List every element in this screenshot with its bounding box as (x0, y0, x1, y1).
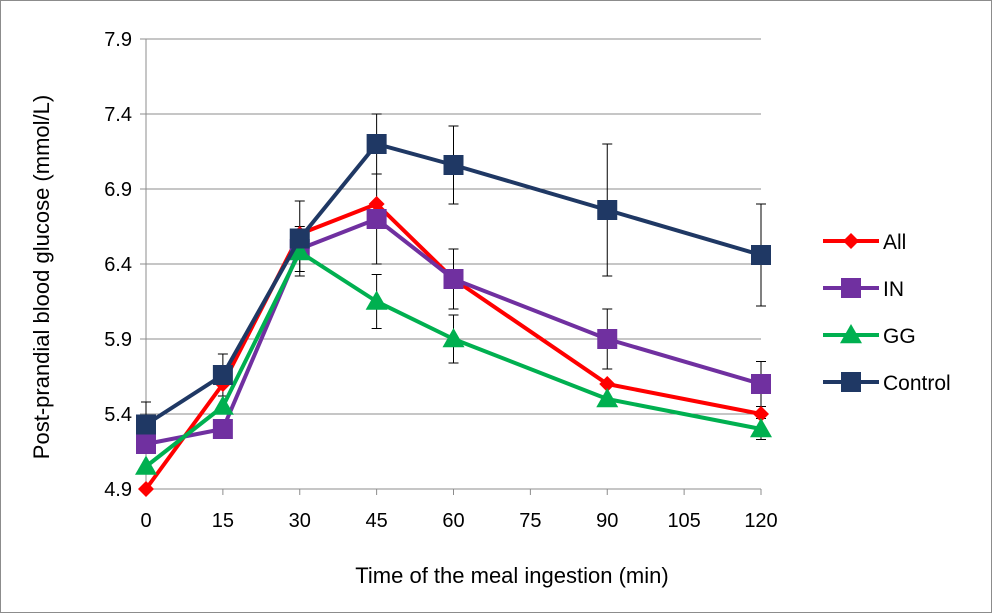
data-point-gg (135, 455, 157, 475)
data-point-gg (750, 418, 772, 438)
y-tick-label: 7.9 (104, 29, 132, 51)
y-tick-label: 5.4 (104, 404, 132, 426)
x-tick-label: 60 (442, 510, 464, 532)
legend-marker-gg (840, 324, 862, 344)
data-point-control (136, 414, 156, 435)
series-lines (135, 134, 772, 497)
x-tick-label: 75 (519, 510, 541, 532)
x-tick-label: 105 (667, 510, 700, 532)
x-tick-label: 15 (212, 510, 234, 532)
x-tick-label: 120 (744, 510, 777, 532)
data-point-all (753, 406, 769, 422)
y-tick-label: 6.4 (104, 254, 132, 276)
x-tick-label: 90 (596, 510, 618, 532)
data-point-gg (365, 290, 388, 310)
y-tick-label: 4.9 (104, 479, 132, 501)
data-point-all (138, 481, 154, 497)
y-tick-label: 7.4 (104, 104, 132, 126)
data-point-in (751, 374, 771, 394)
y-axis-title: Post-prandial blood glucose (mmol/L) (29, 95, 54, 459)
data-point-control (289, 228, 310, 249)
legend-label-in: IN (883, 278, 904, 301)
data-point-in (597, 329, 618, 349)
legend-label-all: All (883, 231, 906, 254)
legend-label-gg: GG (883, 325, 916, 348)
data-point-all (599, 376, 616, 392)
data-point-control (751, 245, 771, 265)
data-point-control (366, 134, 387, 154)
data-point-in (212, 419, 233, 439)
data-point-control (597, 200, 618, 220)
data-point-gg (442, 328, 465, 348)
data-point-control (443, 155, 464, 175)
data-point-all (368, 196, 385, 212)
data-point-in (136, 434, 156, 454)
y-tick-label: 5.9 (104, 329, 132, 351)
x-tick-label: 0 (140, 510, 151, 532)
x-tick-label: 30 (289, 510, 311, 532)
data-point-gg (211, 395, 234, 415)
legend-label-control: Control (883, 372, 951, 395)
data-point-in (443, 269, 464, 289)
y-tick-label: 6.9 (104, 179, 132, 201)
legend: All IN GG Control (823, 231, 951, 395)
legend-marker-control (841, 372, 861, 392)
data-point-in (366, 209, 387, 229)
data-point-gg (288, 241, 311, 261)
axes: 4.9 5.4 5.9 6.4 6.9 7.4 7.9 0 15 30 45 60 75 90 105 120 (104, 29, 778, 532)
x-tick-label: 45 (366, 510, 388, 532)
legend-marker-in (841, 278, 861, 298)
x-axis-title: Time of the meal ingestion (min) (355, 563, 668, 588)
data-point-gg (596, 388, 619, 408)
legend-marker-all (843, 233, 859, 249)
data-point-control (212, 365, 233, 385)
